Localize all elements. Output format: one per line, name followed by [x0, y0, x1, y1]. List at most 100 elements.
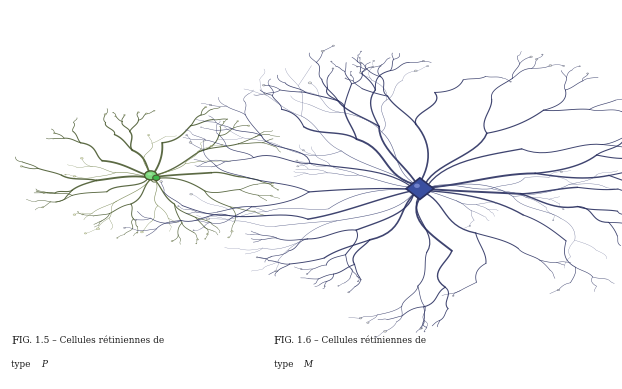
Ellipse shape: [563, 209, 564, 210]
Ellipse shape: [332, 45, 335, 46]
Ellipse shape: [124, 114, 126, 116]
Ellipse shape: [542, 54, 543, 55]
Ellipse shape: [190, 193, 193, 195]
Ellipse shape: [196, 243, 197, 244]
Ellipse shape: [306, 273, 308, 275]
Ellipse shape: [53, 133, 55, 134]
Ellipse shape: [374, 336, 377, 338]
Ellipse shape: [193, 230, 194, 231]
Ellipse shape: [557, 289, 560, 291]
Ellipse shape: [331, 61, 332, 62]
Ellipse shape: [360, 317, 362, 319]
Ellipse shape: [237, 121, 239, 122]
Ellipse shape: [178, 206, 179, 207]
Ellipse shape: [372, 67, 374, 68]
Ellipse shape: [124, 227, 126, 228]
Ellipse shape: [104, 114, 106, 115]
Ellipse shape: [427, 65, 429, 67]
Ellipse shape: [452, 295, 454, 296]
Text: F: F: [11, 336, 19, 347]
Ellipse shape: [366, 322, 369, 323]
Text: P: P: [41, 360, 47, 369]
Ellipse shape: [530, 56, 532, 58]
Ellipse shape: [560, 171, 562, 172]
Ellipse shape: [65, 174, 66, 175]
Ellipse shape: [137, 112, 139, 113]
Ellipse shape: [271, 185, 273, 186]
Ellipse shape: [248, 125, 250, 126]
Ellipse shape: [262, 84, 265, 86]
Ellipse shape: [171, 241, 173, 242]
Text: IG. 1.6 – Cellules rétiniennes de: IG. 1.6 – Cellules rétiniennes de: [281, 336, 426, 345]
Ellipse shape: [536, 59, 538, 60]
Ellipse shape: [302, 150, 305, 151]
Ellipse shape: [197, 239, 198, 240]
Ellipse shape: [160, 181, 162, 182]
Ellipse shape: [271, 183, 274, 184]
Ellipse shape: [223, 121, 225, 122]
Ellipse shape: [189, 142, 192, 143]
Text: IG. 1.5 – Cellules rétiniennes de: IG. 1.5 – Cellules rétiniennes de: [19, 336, 164, 345]
Ellipse shape: [549, 65, 552, 67]
Ellipse shape: [80, 158, 83, 159]
Ellipse shape: [373, 60, 375, 61]
Ellipse shape: [297, 166, 299, 167]
Ellipse shape: [296, 160, 298, 161]
Ellipse shape: [256, 257, 258, 258]
Ellipse shape: [264, 93, 267, 95]
Ellipse shape: [552, 220, 554, 221]
Ellipse shape: [73, 214, 76, 216]
Ellipse shape: [206, 218, 210, 220]
Ellipse shape: [414, 70, 417, 72]
Ellipse shape: [563, 65, 565, 67]
Ellipse shape: [587, 73, 588, 74]
Ellipse shape: [73, 175, 76, 177]
Ellipse shape: [136, 232, 138, 233]
Ellipse shape: [147, 135, 150, 136]
Text: F: F: [274, 336, 281, 347]
Ellipse shape: [324, 286, 325, 287]
Ellipse shape: [144, 171, 157, 180]
Ellipse shape: [141, 231, 144, 233]
Ellipse shape: [147, 173, 152, 175]
Ellipse shape: [345, 78, 346, 79]
Text: type: type: [274, 360, 296, 369]
Ellipse shape: [20, 166, 22, 167]
Ellipse shape: [205, 238, 206, 239]
Ellipse shape: [277, 189, 279, 190]
Ellipse shape: [153, 175, 160, 180]
Ellipse shape: [84, 233, 86, 234]
Ellipse shape: [424, 331, 425, 332]
Ellipse shape: [420, 328, 422, 329]
Ellipse shape: [359, 57, 360, 58]
Ellipse shape: [348, 292, 350, 293]
Ellipse shape: [357, 281, 358, 282]
Ellipse shape: [360, 62, 362, 63]
Ellipse shape: [154, 110, 155, 111]
Ellipse shape: [205, 107, 207, 108]
Ellipse shape: [210, 104, 211, 106]
Polygon shape: [406, 178, 434, 200]
Ellipse shape: [510, 81, 511, 82]
Ellipse shape: [210, 145, 213, 147]
Ellipse shape: [146, 113, 147, 114]
Ellipse shape: [422, 60, 424, 61]
Ellipse shape: [96, 228, 100, 230]
Text: M: M: [304, 360, 313, 369]
Ellipse shape: [308, 82, 312, 84]
Ellipse shape: [359, 72, 362, 73]
Ellipse shape: [420, 328, 422, 329]
Ellipse shape: [134, 219, 137, 221]
Ellipse shape: [82, 214, 83, 215]
Ellipse shape: [275, 270, 277, 272]
Ellipse shape: [113, 112, 114, 113]
Ellipse shape: [300, 269, 302, 270]
Ellipse shape: [186, 135, 188, 136]
Ellipse shape: [114, 116, 116, 117]
Ellipse shape: [469, 225, 471, 226]
Ellipse shape: [356, 66, 358, 67]
Ellipse shape: [414, 184, 420, 188]
Ellipse shape: [384, 330, 387, 332]
Ellipse shape: [231, 231, 233, 232]
Ellipse shape: [321, 50, 324, 52]
